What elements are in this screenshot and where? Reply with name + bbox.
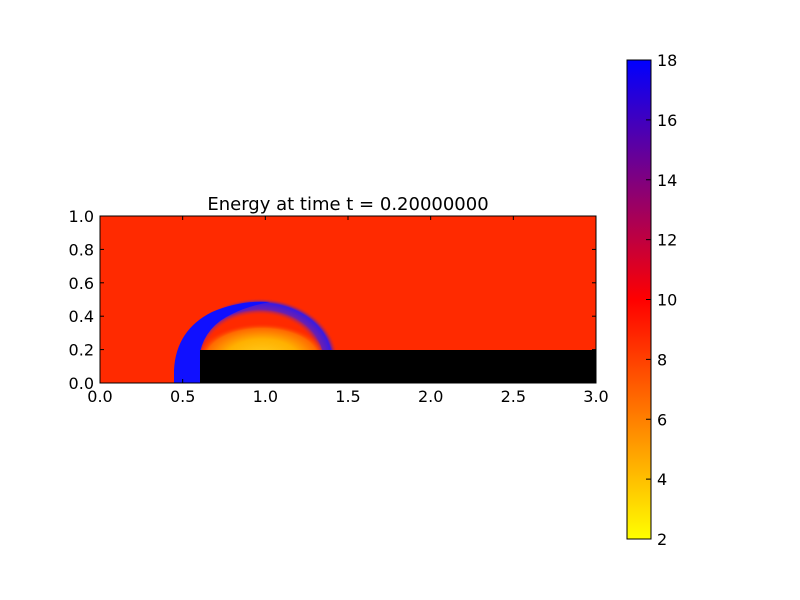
x-tick-label: 1.5 xyxy=(335,387,360,406)
x-tick-label: 2.0 xyxy=(418,387,443,406)
colorbar-tick-label: 10 xyxy=(657,291,677,310)
y-tick-label: 1.0 xyxy=(69,207,94,226)
x-tick-label: 0.5 xyxy=(170,387,195,406)
colorbar-tick-label: 14 xyxy=(657,171,677,190)
x-tick-label: 3.0 xyxy=(583,387,608,406)
y-tick-label: 0.2 xyxy=(69,341,94,360)
chart-title: Energy at time t = 0.20000000 xyxy=(207,194,488,215)
colorbar-tick-label: 18 xyxy=(657,51,677,70)
y-tick-label: 0.6 xyxy=(69,274,94,293)
x-tick-label: 2.5 xyxy=(501,387,526,406)
colorbar-tick-label: 6 xyxy=(657,410,667,429)
colorbar-tick-label: 8 xyxy=(657,350,667,369)
y-axis: 0.0 0.2 0.4 0.6 0.8 1.0 xyxy=(69,207,596,393)
colorbar-tick-label: 4 xyxy=(657,470,667,489)
y-tick-label: 0.0 xyxy=(69,374,94,393)
y-tick-label: 0.4 xyxy=(69,307,94,326)
y-tick-label: 0.8 xyxy=(69,240,94,259)
colorbar-tick-label: 16 xyxy=(657,111,677,130)
x-axis: 0.0 0.5 1.0 1.5 2.0 2.5 3.0 xyxy=(87,216,609,406)
x-tick-label: 1.0 xyxy=(253,387,278,406)
colorbar: 2 4 6 8 10 12 14 16 18 xyxy=(626,51,677,549)
obstacle-step xyxy=(200,350,596,383)
plot-area xyxy=(100,216,596,383)
shock-front xyxy=(174,301,270,383)
colorbar-tick-label: 12 xyxy=(657,231,677,250)
colorbar-tick-label: 2 xyxy=(657,530,667,549)
colorbar-ticks: 2 4 6 8 10 12 14 16 18 xyxy=(646,51,677,549)
x-tick-label: 0.0 xyxy=(87,387,112,406)
